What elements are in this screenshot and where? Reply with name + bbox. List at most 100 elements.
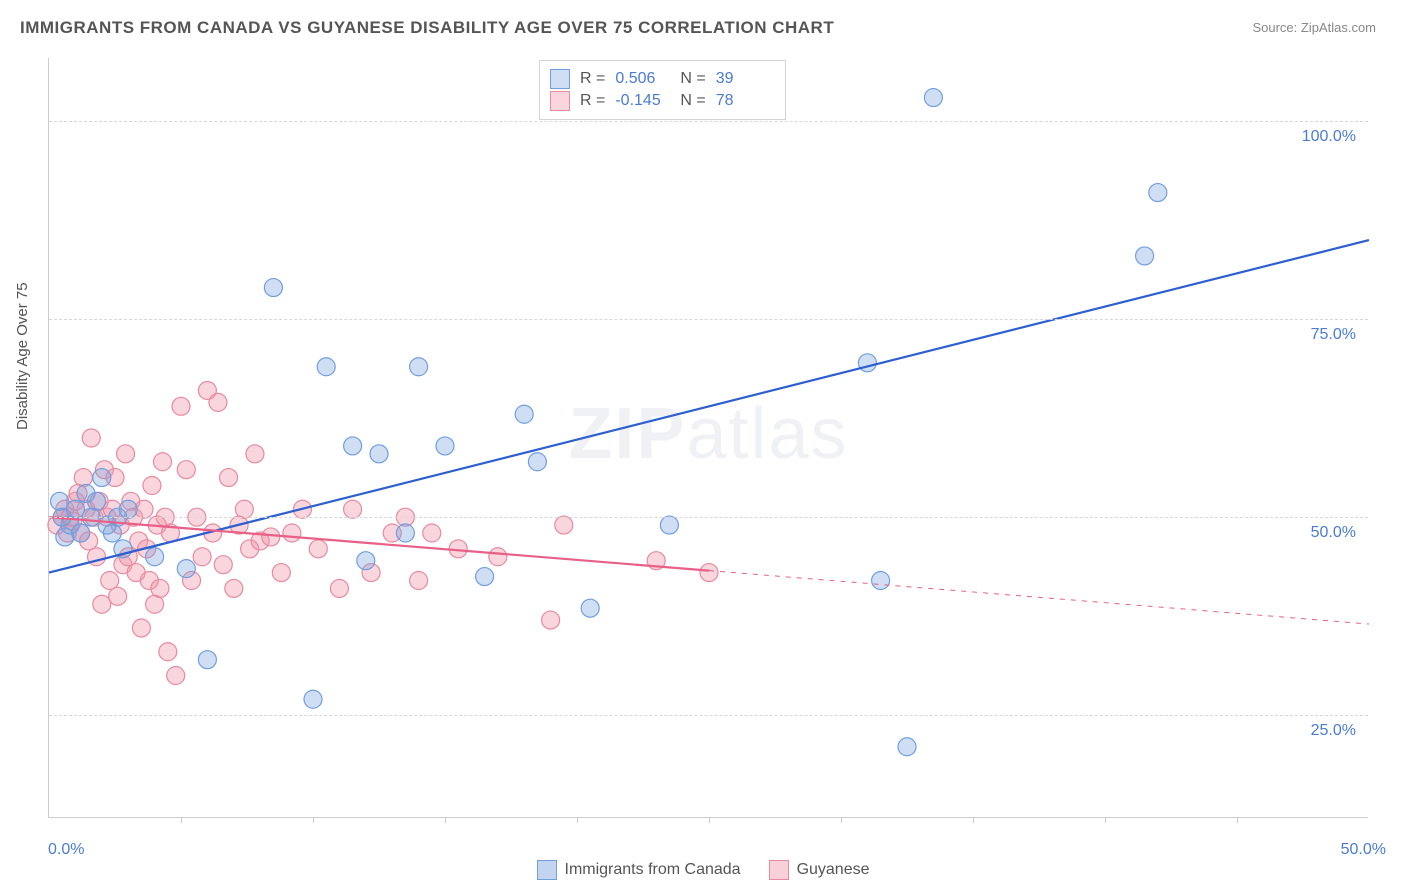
data-point: [410, 572, 428, 590]
x-tick: [1105, 817, 1106, 823]
data-point: [344, 437, 362, 455]
legend-swatch: [550, 69, 570, 89]
data-point: [177, 560, 195, 578]
gridline-horizontal: [49, 319, 1368, 320]
data-point: [151, 579, 169, 597]
legend-n-label: N =: [680, 92, 705, 110]
data-point: [93, 595, 111, 613]
data-point: [283, 524, 301, 542]
x-tick: [841, 817, 842, 823]
gridline-horizontal: [49, 715, 1368, 716]
data-point: [51, 492, 69, 510]
x-tick: [577, 817, 578, 823]
data-point: [209, 393, 227, 411]
data-point: [101, 572, 119, 590]
data-point: [159, 643, 177, 661]
data-point: [660, 516, 678, 534]
data-point: [357, 552, 375, 570]
data-point: [109, 587, 127, 605]
data-point: [542, 611, 560, 629]
data-point: [177, 461, 195, 479]
legend-r-value: -0.145: [615, 92, 670, 110]
x-tick-label: 0.0%: [48, 841, 84, 859]
x-tick: [313, 817, 314, 823]
data-point: [119, 500, 137, 518]
legend-bottom-label: Immigrants from Canada: [565, 861, 741, 879]
data-point: [220, 469, 238, 487]
legend-bottom-item: Guyanese: [769, 860, 870, 880]
legend-row: R = 0.506 N = 39: [550, 69, 771, 89]
data-point: [72, 524, 90, 542]
data-point: [225, 579, 243, 597]
data-point: [167, 667, 185, 685]
data-point: [423, 524, 441, 542]
data-point: [304, 690, 322, 708]
x-tick: [1237, 817, 1238, 823]
data-point: [555, 516, 573, 534]
legend-r-label: R =: [580, 92, 605, 110]
data-point: [924, 89, 942, 107]
y-tick-label: 50.0%: [1311, 524, 1356, 542]
legend-n-label: N =: [680, 70, 705, 88]
legend-n-value: 78: [716, 92, 771, 110]
data-point: [198, 651, 216, 669]
data-point: [56, 528, 74, 546]
legend-row: R = -0.145 N = 78: [550, 91, 771, 111]
regression-line-dashed: [709, 571, 1369, 624]
data-point: [143, 477, 161, 495]
source-attribution: Source: ZipAtlas.com: [1252, 20, 1376, 35]
legend-bottom-item: Immigrants from Canada: [537, 860, 741, 880]
data-point: [193, 548, 211, 566]
data-point: [489, 548, 507, 566]
y-axis-label: Disability Age Over 75: [14, 282, 31, 430]
data-point: [872, 572, 890, 590]
regression-line: [49, 240, 1369, 573]
data-point: [272, 564, 290, 582]
chart-title: IMMIGRANTS FROM CANADA VS GUYANESE DISAB…: [20, 18, 834, 38]
correlation-legend: R = 0.506 N = 39 R = -0.145 N = 78: [539, 60, 786, 120]
data-point: [74, 469, 92, 487]
y-tick-label: 25.0%: [1311, 722, 1356, 740]
legend-bottom-label: Guyanese: [797, 861, 870, 879]
data-point: [476, 568, 494, 586]
x-tick: [445, 817, 446, 823]
data-point: [146, 548, 164, 566]
data-point: [370, 445, 388, 463]
data-point: [396, 524, 414, 542]
data-point: [1136, 247, 1154, 265]
data-point: [898, 738, 916, 756]
data-point: [246, 445, 264, 463]
y-tick-label: 100.0%: [1302, 128, 1356, 146]
x-tick-label: 50.0%: [1341, 841, 1386, 859]
data-point: [317, 358, 335, 376]
legend-r-value: 0.506: [615, 70, 670, 88]
data-point: [528, 453, 546, 471]
data-point: [66, 500, 84, 518]
data-point: [410, 358, 428, 376]
data-point: [154, 453, 172, 471]
data-point: [88, 492, 106, 510]
data-point: [117, 445, 135, 463]
legend-swatch: [537, 860, 557, 880]
data-point: [82, 429, 100, 447]
data-point: [1149, 184, 1167, 202]
data-point: [515, 405, 533, 423]
data-point: [214, 556, 232, 574]
gridline-horizontal: [49, 517, 1368, 518]
legend-swatch: [769, 860, 789, 880]
scatter-svg: [49, 58, 1368, 817]
data-point: [309, 540, 327, 558]
legend-swatch: [550, 91, 570, 111]
data-point: [344, 500, 362, 518]
x-tick: [973, 817, 974, 823]
x-tick: [181, 817, 182, 823]
data-point: [264, 279, 282, 297]
y-tick-label: 75.0%: [1311, 326, 1356, 344]
data-point: [262, 528, 280, 546]
legend-r-label: R =: [580, 70, 605, 88]
data-point: [436, 437, 454, 455]
data-point: [132, 619, 150, 637]
data-point: [235, 500, 253, 518]
legend-n-value: 39: [716, 70, 771, 88]
data-point: [330, 579, 348, 597]
